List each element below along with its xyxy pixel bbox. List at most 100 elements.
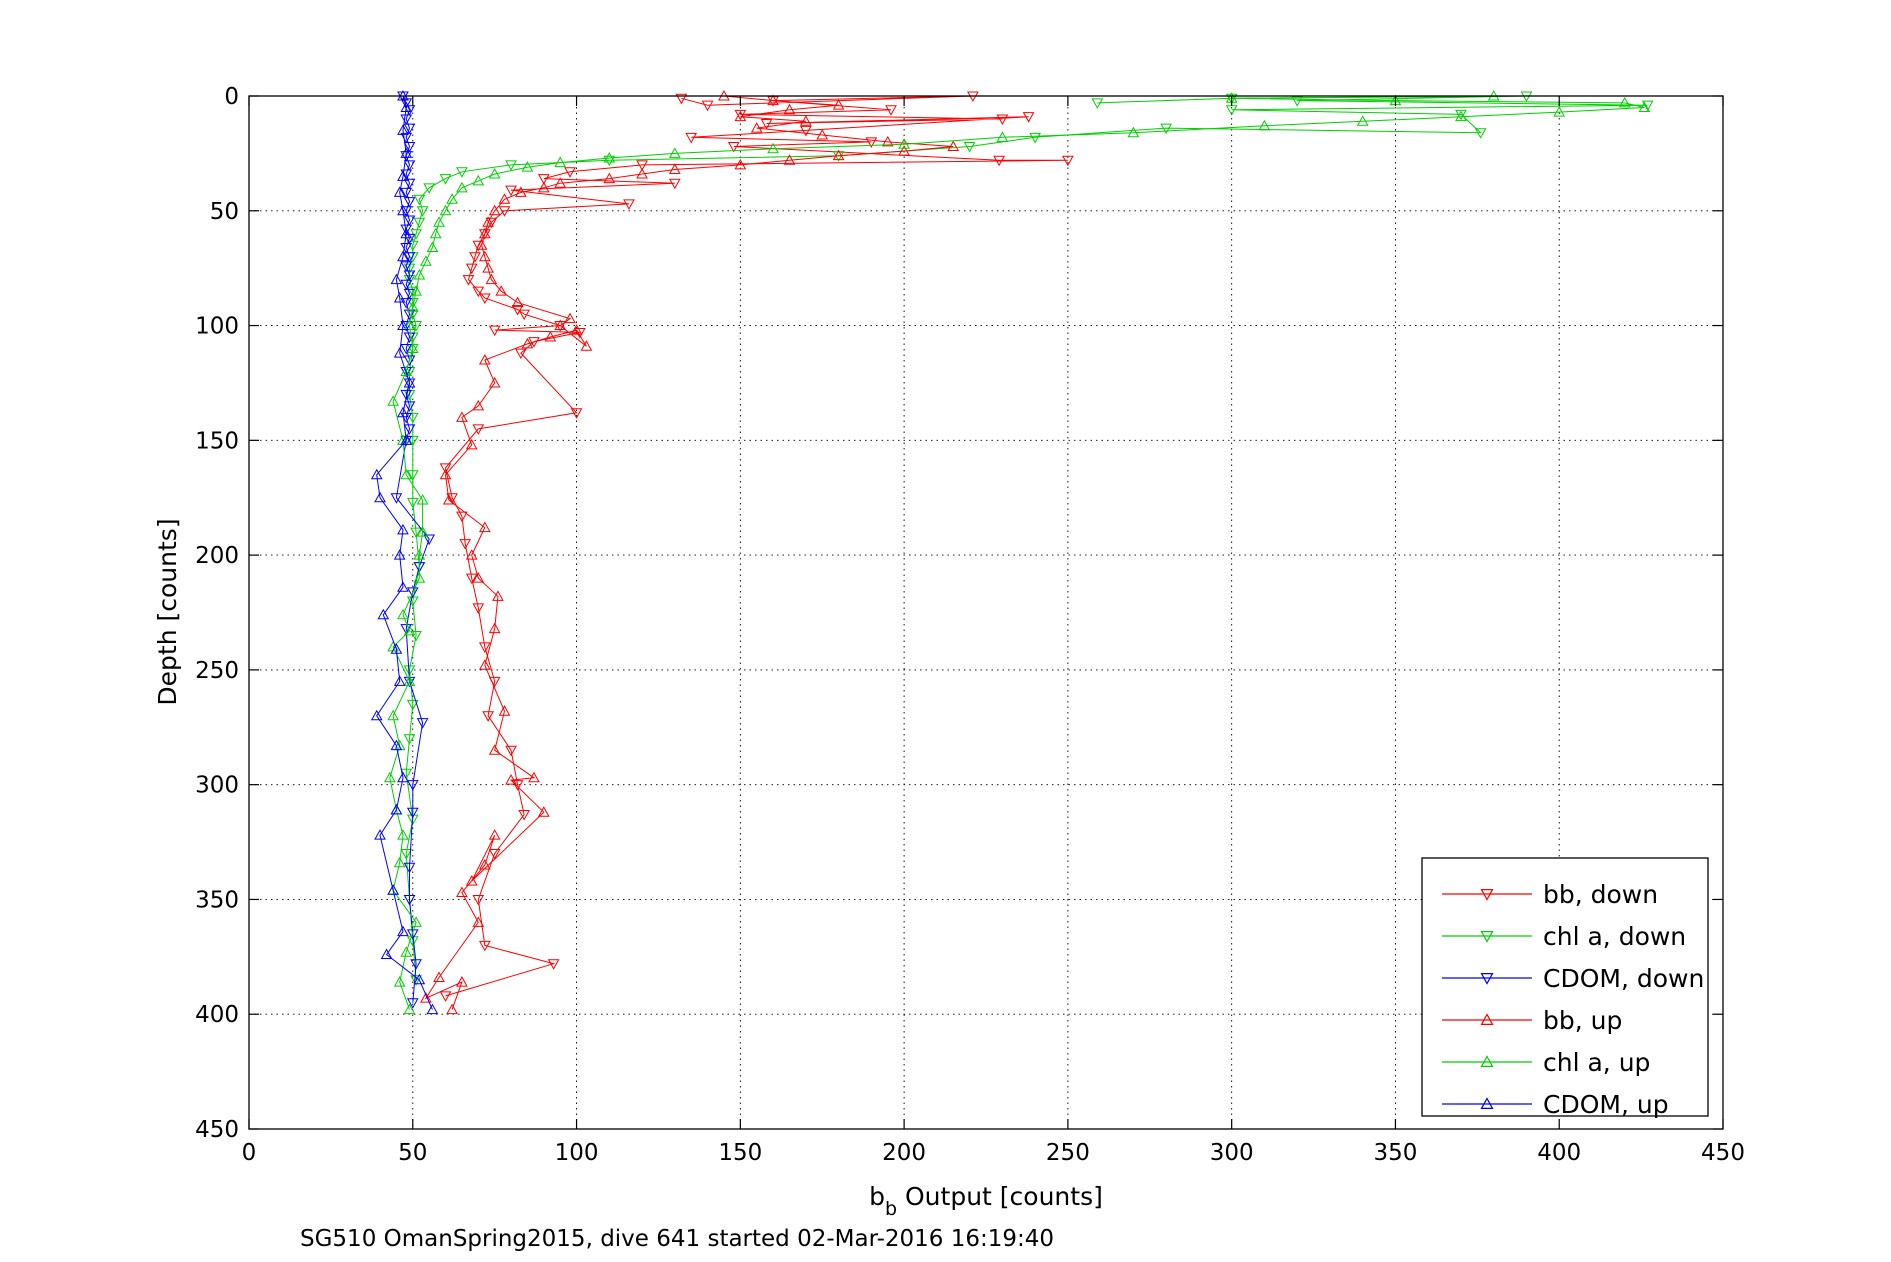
data-point	[554, 156, 567, 168]
data-point	[783, 154, 796, 165]
data-point	[570, 408, 583, 419]
data-point	[400, 114, 413, 125]
data-point	[478, 353, 491, 365]
data-point	[799, 115, 812, 126]
data-point	[459, 539, 472, 550]
data-point	[554, 177, 567, 188]
data-point	[668, 178, 681, 190]
data-point	[413, 217, 426, 229]
data-point	[400, 946, 413, 957]
data-point	[416, 718, 429, 729]
data-point	[547, 959, 560, 970]
data-point	[406, 587, 419, 598]
data-point	[554, 319, 567, 331]
data-point	[727, 142, 740, 153]
data-point	[374, 829, 386, 840]
data-point	[465, 263, 478, 275]
data-point	[603, 155, 616, 167]
data-point	[439, 468, 452, 480]
x-tick-label: 150	[718, 1140, 762, 1166]
y-axis-label: Depth [counts]	[153, 518, 182, 705]
data-point	[511, 780, 524, 791]
data-point	[423, 534, 436, 546]
y-tick-label: 350	[195, 887, 239, 913]
data-point	[544, 331, 557, 342]
data-point	[564, 312, 576, 324]
data-point	[750, 122, 763, 133]
data-point	[406, 929, 419, 940]
data-point	[406, 435, 419, 447]
legend-label: CDOM, down	[1543, 964, 1704, 993]
data-point	[885, 105, 897, 116]
data-point	[413, 269, 426, 280]
data-point	[426, 241, 439, 253]
data-point	[456, 886, 468, 898]
data-point	[426, 1003, 439, 1015]
data-point	[397, 124, 409, 135]
data-point	[488, 744, 501, 755]
data-point	[400, 298, 413, 309]
data-point	[580, 340, 593, 351]
tick-layer: 0 50 100 150 200 250 300 350 400 4500501001502002…	[195, 84, 1745, 1166]
data-point	[370, 468, 383, 480]
data-point	[685, 132, 698, 144]
y-tick-label: 250	[195, 658, 239, 684]
data-point	[403, 862, 416, 874]
data-point	[410, 285, 422, 296]
data-point	[403, 424, 416, 435]
data-point	[456, 167, 468, 178]
data-point	[472, 894, 485, 906]
data-point	[433, 216, 445, 227]
data-point	[482, 711, 494, 722]
data-point	[488, 325, 501, 337]
data-point	[439, 174, 452, 185]
data-point	[420, 255, 432, 266]
data-point	[996, 131, 1009, 142]
data-point	[465, 438, 478, 450]
legend-label: bb, down	[1543, 880, 1658, 909]
data-point	[423, 183, 436, 194]
data-point	[429, 227, 442, 239]
data-point	[406, 470, 419, 481]
data-point	[406, 699, 419, 711]
data-point	[397, 204, 409, 216]
data-point	[393, 549, 406, 560]
data-point	[482, 262, 494, 273]
series-line	[405, 95, 1648, 980]
data-point	[456, 976, 468, 987]
data-point	[603, 172, 616, 184]
data-point	[675, 93, 688, 105]
x-tick-label: 0	[242, 1140, 257, 1166]
data-point	[410, 630, 422, 642]
data-point	[993, 155, 1005, 167]
data-point	[413, 572, 426, 583]
data-point	[403, 675, 416, 686]
data-point	[478, 642, 491, 653]
data-point	[400, 227, 413, 239]
data-point	[403, 252, 416, 263]
data-point	[1022, 112, 1035, 123]
legend-label: chl a, up	[1543, 1048, 1650, 1077]
data-point	[996, 114, 1009, 125]
data-point	[383, 771, 396, 783]
data-point	[400, 279, 413, 291]
data-point	[403, 665, 416, 676]
data-point	[668, 147, 681, 158]
data-point	[505, 185, 517, 197]
data-point	[472, 174, 485, 186]
data-point	[475, 239, 488, 250]
y-tick-label: 0	[224, 84, 239, 110]
data-point	[472, 399, 485, 411]
data-point	[397, 170, 409, 181]
data-point	[390, 493, 403, 504]
data-point	[488, 849, 501, 860]
legend-label: chl a, down	[1543, 922, 1686, 951]
data-point	[406, 412, 419, 424]
data-point	[406, 301, 419, 312]
data-point	[400, 101, 413, 112]
data-point	[400, 389, 413, 401]
legend-item: bb, up	[1442, 1006, 1622, 1035]
data-point	[410, 959, 422, 970]
data-point	[406, 807, 419, 819]
data-point	[668, 163, 681, 174]
